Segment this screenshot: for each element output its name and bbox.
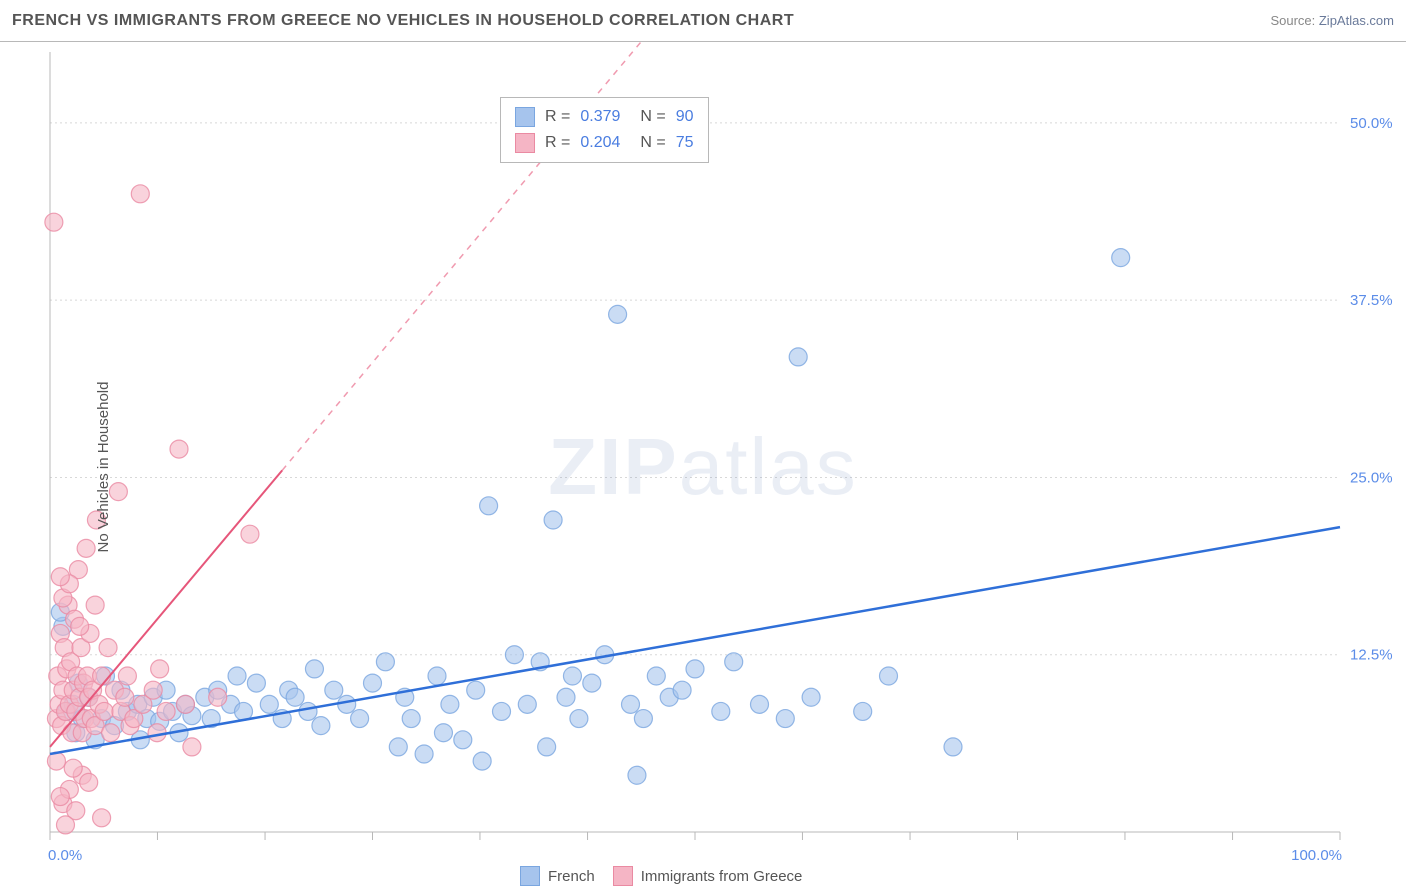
legend-item: French xyxy=(520,866,595,886)
svg-text:25.0%: 25.0% xyxy=(1350,469,1393,486)
stat-r-value: 0.204 xyxy=(580,130,620,156)
legend-swatch xyxy=(520,866,540,886)
stat-n-value: 90 xyxy=(676,104,694,130)
svg-text:12.5%: 12.5% xyxy=(1350,647,1393,664)
legend-label: French xyxy=(548,868,595,885)
svg-text:37.5%: 37.5% xyxy=(1350,292,1393,309)
stat-n-label: N = xyxy=(640,104,665,130)
source-attribution: Source: ZipAtlas.com xyxy=(1270,13,1394,28)
legend-label: Immigrants from Greece xyxy=(641,868,803,885)
svg-text:50.0%: 50.0% xyxy=(1350,115,1393,132)
stats-legend-box: R = 0.379 N = 90 R = 0.204 N = 75 xyxy=(500,97,709,163)
svg-text:100.0%: 100.0% xyxy=(1291,847,1342,864)
stat-n-value: 75 xyxy=(676,130,694,156)
bottom-legend: French Immigrants from Greece xyxy=(520,866,802,886)
source-prefix: Source: xyxy=(1270,13,1318,28)
stat-r-label: R = xyxy=(545,130,570,156)
stat-r-value: 0.379 xyxy=(580,104,620,130)
chart-area: No Vehicles in Household 25.0% 50.0% 12.5%… xyxy=(0,42,1406,892)
stats-row: R = 0.204 N = 75 xyxy=(515,130,694,156)
stat-n-label: N = xyxy=(640,130,665,156)
stats-row: R = 0.379 N = 90 xyxy=(515,104,694,130)
y-axis-label: No Vehicles in Household xyxy=(95,382,112,553)
svg-text:0.0%: 0.0% xyxy=(48,847,82,864)
legend-item: Immigrants from Greece xyxy=(613,866,803,886)
legend-swatch xyxy=(613,866,633,886)
chart-title: FRENCH VS IMMIGRANTS FROM GREECE NO VEHI… xyxy=(12,12,794,30)
source-link[interactable]: ZipAtlas.com xyxy=(1319,13,1394,28)
chart-header: FRENCH VS IMMIGRANTS FROM GREECE NO VEHI… xyxy=(0,0,1406,42)
stat-r-label: R = xyxy=(545,104,570,130)
scatter-chart: 25.0% 50.0% 12.5% 37.5% 0.0% 100.0% xyxy=(0,42,1406,892)
series-swatch xyxy=(515,133,535,153)
series-swatch xyxy=(515,107,535,127)
